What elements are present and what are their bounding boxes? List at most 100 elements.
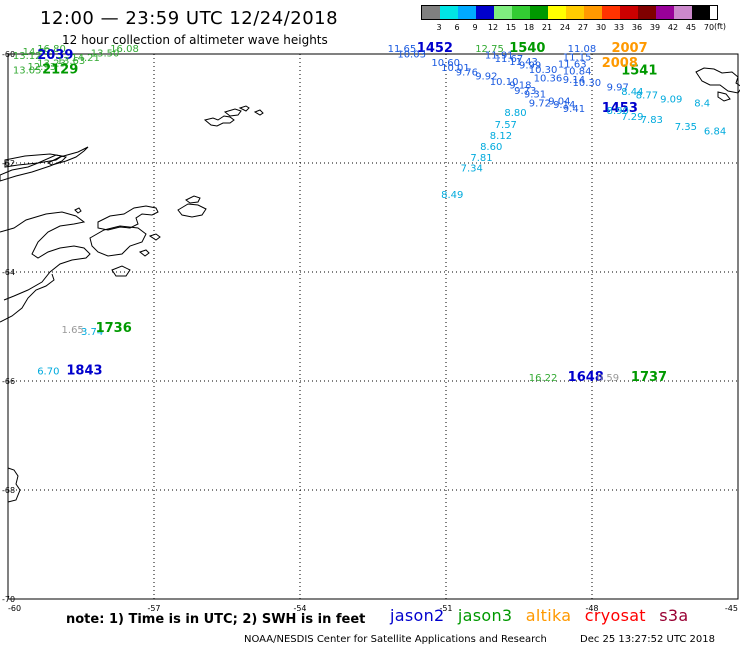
credit-line: NOAA/NESDIS Center for Satellite Applica… (244, 634, 547, 645)
wave-height-label: 14.52 (23, 47, 52, 58)
color-scale-label: 42 (667, 23, 679, 32)
island-small-2 (138, 249, 150, 257)
lon-tick-label: -51 (439, 604, 452, 613)
wave-height-label: 9.14 (553, 100, 575, 111)
wave-height-label: 10.03 (397, 49, 426, 60)
color-swatch (656, 6, 674, 19)
color-swatch (692, 6, 710, 19)
peninsula-south-coast (0, 273, 55, 323)
map-frame (7, 53, 739, 600)
island-south-shetland-4 (253, 109, 264, 116)
wave-height-label: 12.75 (475, 44, 504, 55)
island-south-shetland-2 (223, 108, 242, 117)
wave-height-label: 16.80 (37, 44, 66, 55)
wave-height-label: 7.35 (675, 122, 697, 133)
color-swatch (440, 6, 458, 19)
wave-height-label: 11.08 (568, 44, 597, 55)
island-trinity (4, 153, 64, 168)
wave-height-label: 9.31 (524, 90, 546, 101)
color-scale-label: 27 (577, 23, 589, 32)
lat-tick-label: -62 (2, 159, 15, 168)
wave-height-label: 13.50 (91, 49, 120, 60)
color-swatch (548, 6, 566, 19)
island-seymour (177, 203, 207, 218)
wave-height-label: 16.22 (529, 373, 558, 384)
wave-height-label: 9.09 (660, 95, 682, 106)
wave-height-label: 11.43 (509, 57, 538, 68)
color-scale-label: 36 (631, 23, 643, 32)
color-swatch (458, 6, 476, 19)
wave-height-label: 7.29 (621, 112, 643, 123)
color-swatch (512, 6, 530, 19)
color-swatch (620, 6, 638, 19)
wave-height-label: 12.93 (27, 62, 56, 73)
lon-tick-label: -54 (293, 604, 306, 613)
island-vega (89, 225, 147, 257)
wave-height-label: 10.84 (563, 67, 592, 78)
lat-tick-label: -70 (2, 595, 15, 604)
color-scale-label: 9 (472, 23, 478, 32)
island-south-shetland-1 (203, 115, 235, 127)
legend-cryosat: cryosat (584, 606, 646, 625)
wave-height-label: 9.04 (548, 97, 570, 108)
wave-height-label: 10.30 (573, 78, 602, 89)
color-scale-unit: (ft) (713, 22, 726, 31)
color-scale-label: 24 (559, 23, 571, 32)
color-swatch (602, 6, 620, 19)
wave-height-label: 6.84 (704, 127, 726, 138)
wave-height-label: 1.65 (62, 325, 84, 336)
wave-height-label: 11.91 (485, 50, 514, 61)
wave-height-label: 8.90 (607, 106, 629, 117)
lon-tick-label: -48 (585, 604, 598, 613)
wave-height-label: 8.4 (694, 98, 710, 109)
pass-time-label: 1736 (96, 321, 132, 336)
observations-layer: 11.65 145210.0310.6010.019.769.9210.109.1… (13, 41, 726, 385)
island-snow-hill (185, 195, 201, 204)
pass-time-label: 1843 (66, 363, 102, 378)
legend-s3a: s3a (659, 606, 689, 625)
wave-height-label: 9.18 (509, 80, 531, 91)
color-scale-label: 18 (523, 23, 535, 32)
pass-time-label: 1541 (621, 64, 657, 79)
wave-height-label: 10.01 (441, 63, 470, 74)
color-scale-label: 21 (541, 23, 553, 32)
wave-height-label: 11.67 (495, 54, 524, 65)
color-scale-label: 45 (685, 23, 697, 32)
antarctic-peninsula (0, 154, 68, 182)
wave-height-label: 8.12 (490, 131, 512, 142)
map-grid (8, 54, 738, 599)
pass-time-label: 2007 (611, 41, 647, 56)
axis-ticks: -60 -57 -54 -51 -48 -45 -60 -62 -64 -66 -68 -70 (2, 50, 738, 613)
island-james-ross (97, 205, 159, 231)
south-orkney-edge (7, 467, 21, 503)
color-scale-label: 3 (436, 23, 442, 32)
pass-time-label: 2129 (42, 63, 78, 78)
wave-height-label: 7.57 (495, 120, 517, 131)
wave-height-label: 16.08 (110, 44, 139, 55)
wave-height-label: 8.77 (636, 91, 658, 102)
wave-height-label: 9.99 (519, 61, 541, 72)
island-larsen (111, 265, 131, 277)
wave-height-label: 13.23 (37, 59, 66, 70)
lat-tick-label: -68 (2, 486, 15, 495)
wave-height-label: 11.15 (563, 53, 592, 64)
wave-height-label: 9.76 (456, 67, 478, 78)
wave-height-label: 13.63 (57, 56, 86, 67)
wave-height-label: 9.97 (607, 83, 629, 94)
island-small-3 (74, 207, 82, 214)
color-scale-label: 15 (505, 23, 517, 32)
color-scale-label: 70 (703, 23, 715, 32)
legend-jason2: jason2 (390, 606, 445, 625)
lon-tick-label: -45 (725, 604, 738, 613)
color-swatch (674, 6, 692, 19)
pass-time-label: 1453 (602, 101, 638, 116)
lat-tick-label: -66 (2, 377, 15, 386)
legend-jason3: jason3 (457, 606, 513, 625)
color-swatch (494, 6, 512, 19)
pass-time-label: 2008 (602, 56, 638, 71)
color-scale-label: 30 (595, 23, 607, 32)
wave-height-label: 10.10 (490, 77, 519, 88)
wave-height-label: 3.74 (81, 327, 103, 338)
color-swatch (638, 6, 656, 19)
